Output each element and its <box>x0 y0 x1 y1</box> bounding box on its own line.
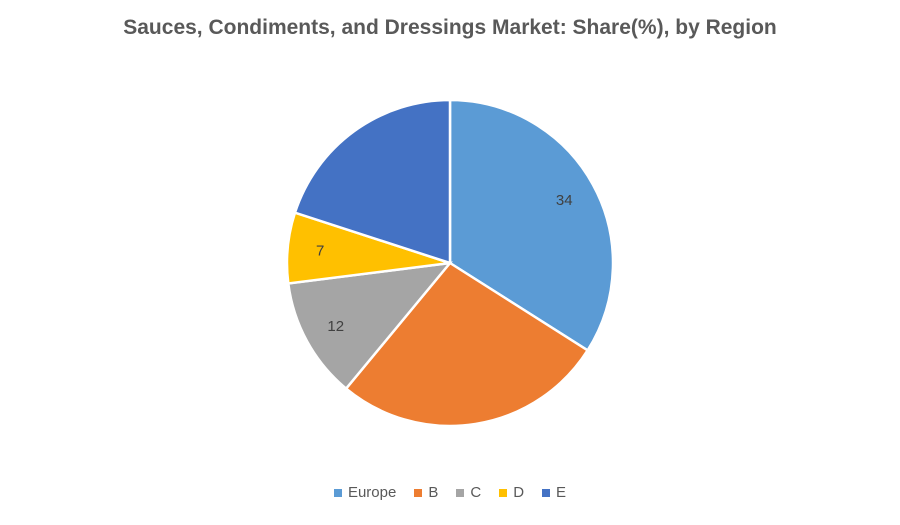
legend-swatch-d <box>499 488 508 497</box>
data-label-europe: 34 <box>556 192 573 209</box>
legend-swatch-e <box>542 488 551 497</box>
legend-swatch-europe <box>333 488 342 497</box>
legend-item-e: E <box>542 484 566 501</box>
data-label-d: 7 <box>316 243 324 260</box>
pie-slice-b <box>344 261 590 428</box>
chart-legend: Europe B C D E <box>0 484 900 501</box>
legend-item-b: B <box>414 484 438 501</box>
pie-slices <box>285 98 615 428</box>
legend-label-d: D <box>513 484 525 501</box>
legend-label-europe: Europe <box>347 484 397 501</box>
legend-item-europe: Europe <box>333 484 397 501</box>
legend-label-e: E <box>556 484 567 501</box>
chart-title: Sauces, Condiments, and Dressings Market… <box>123 16 777 39</box>
legend-label-c: C <box>470 484 482 501</box>
pie-slice-c <box>286 261 453 391</box>
legend-item-d: D <box>499 484 524 501</box>
legend-item-c: C <box>456 484 481 501</box>
legend-label-b: B <box>428 484 439 501</box>
pie-slice-e <box>293 98 452 265</box>
data-label-c: 12 <box>327 318 344 335</box>
pie-data-labels: 34 12 7 <box>316 192 573 335</box>
legend-swatch-b <box>414 488 423 497</box>
legend-swatch-c <box>456 488 465 497</box>
